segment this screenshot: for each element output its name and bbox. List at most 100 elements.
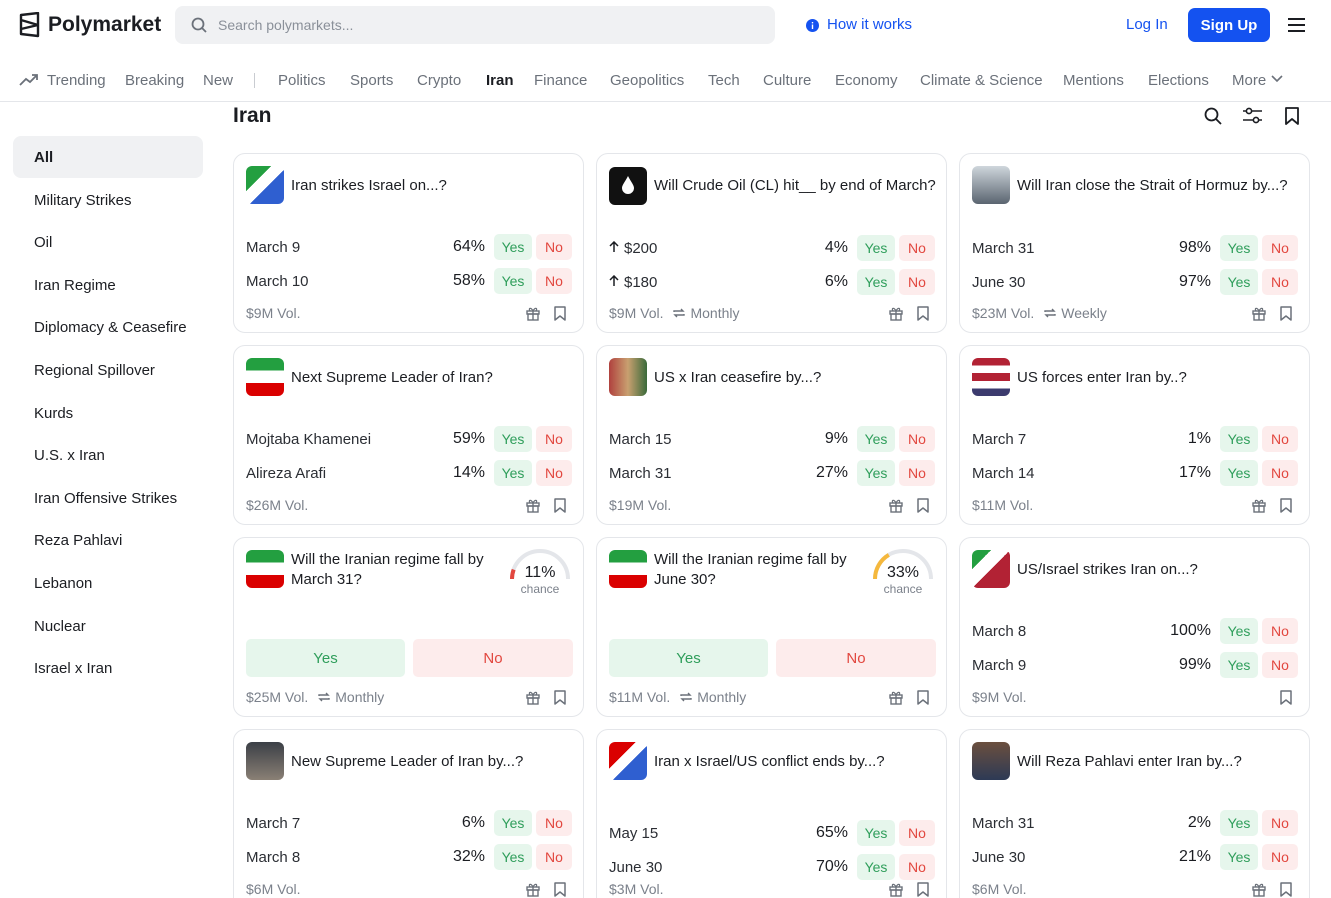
sidebar-item[interactable]: Lebanon bbox=[34, 575, 93, 592]
yes-button[interactable]: Yes bbox=[494, 426, 532, 452]
yes-button[interactable]: Yes bbox=[494, 460, 532, 486]
no-button[interactable]: No bbox=[536, 426, 572, 452]
yes-button[interactable]: Yes bbox=[857, 426, 895, 452]
no-button[interactable]: No bbox=[536, 234, 572, 260]
yes-button[interactable]: Yes bbox=[494, 234, 532, 260]
tool-bookmark[interactable] bbox=[1285, 107, 1299, 125]
nav-item[interactable]: Climate & Science bbox=[920, 72, 1043, 89]
no-button[interactable]: No bbox=[899, 235, 935, 261]
no-button[interactable]: No bbox=[1262, 269, 1298, 295]
nav-item[interactable]: Crypto bbox=[417, 72, 462, 89]
market-card[interactable]: Will the Iranian regime fall by June 30?… bbox=[596, 537, 947, 717]
login[interactable]: Log In bbox=[1126, 16, 1168, 33]
no-button[interactable]: No bbox=[536, 844, 572, 870]
no-button[interactable]: No bbox=[1262, 235, 1298, 261]
nav-item[interactable]: Economy bbox=[835, 72, 898, 89]
yes-button[interactable]: Yes bbox=[494, 844, 532, 870]
nav-item[interactable]: New bbox=[203, 72, 234, 89]
sidebar-item[interactable]: Iran Offensive Strikes bbox=[34, 489, 178, 507]
market-card[interactable]: Will Iran close the Strait of Hormuz by.… bbox=[959, 153, 1310, 333]
sidebar-item[interactable]: Military Strikes bbox=[34, 191, 132, 209]
logo[interactable]: Polymarket bbox=[48, 13, 162, 36]
nav-item[interactable]: Mentions bbox=[1063, 72, 1124, 89]
sidebar-item[interactable]: All bbox=[34, 149, 54, 166]
no-button[interactable]: No bbox=[536, 810, 572, 836]
no-button[interactable]: No bbox=[1262, 810, 1298, 836]
sidebar-item[interactable]: Oil bbox=[34, 234, 53, 252]
yes-button[interactable]: Yes bbox=[1220, 844, 1258, 870]
market-card[interactable]: New Supreme Leader of Iran by...? March 7… bbox=[233, 729, 584, 898]
yes-button[interactable]: Yes bbox=[857, 820, 895, 846]
outcome-label: March 14 bbox=[972, 465, 1035, 482]
no-button[interactable]: No bbox=[899, 854, 935, 880]
yes-button[interactable]: Yes bbox=[857, 460, 895, 486]
nav-item[interactable]: Culture bbox=[763, 72, 812, 89]
gift-icon bbox=[1252, 499, 1266, 513]
nav-item[interactable]: Iran bbox=[486, 72, 514, 89]
how-it-works[interactable]: How it works bbox=[827, 16, 913, 33]
market-card[interactable]: US forces enter Iran by..? March 7 1% Yes No… bbox=[959, 345, 1310, 525]
yes-button[interactable]: Yes bbox=[857, 235, 895, 261]
nav-item[interactable]: Trending bbox=[47, 72, 106, 89]
nav-item[interactable]: Breaking bbox=[125, 72, 185, 89]
tool-search[interactable] bbox=[1204, 107, 1222, 125]
yes-button[interactable]: Yes bbox=[246, 639, 405, 677]
market-card[interactable]: Iran strikes Israel on...? March 9 64% Yes N… bbox=[233, 153, 584, 333]
nav-item[interactable]: Finance bbox=[534, 72, 588, 89]
no-button[interactable]: No bbox=[776, 639, 936, 677]
sidebar-item[interactable]: Nuclear bbox=[34, 617, 86, 635]
yes-button[interactable]: Yes bbox=[857, 854, 895, 880]
sidebar-item[interactable]: Reza Pahlavi bbox=[34, 532, 123, 550]
sidebar-item[interactable]: U.S. x Iran bbox=[34, 447, 105, 465]
no-button[interactable]: No bbox=[1262, 460, 1298, 486]
yes-button[interactable]: Yes bbox=[1220, 618, 1258, 644]
outcome-pct: 2% bbox=[1187, 814, 1211, 831]
nav-item[interactable]: Tech bbox=[708, 72, 740, 89]
tool-filter[interactable] bbox=[1243, 107, 1262, 125]
market-card[interactable]: US x Iran ceasefire by...? March 15 9% Yes N… bbox=[596, 345, 947, 525]
yes-button[interactable]: Yes bbox=[857, 269, 895, 295]
market-card[interactable]: Will Crude Oil (CL) hit__ by end of Marc… bbox=[596, 153, 947, 333]
sidebar-item[interactable]: Kurds bbox=[34, 404, 74, 422]
signup[interactable]: Sign Up bbox=[1188, 8, 1270, 42]
nav-item[interactable]: Politics bbox=[278, 72, 326, 89]
no-button[interactable]: No bbox=[536, 460, 572, 486]
yes-button[interactable]: Yes bbox=[1220, 810, 1258, 836]
yes-button[interactable]: Yes bbox=[494, 810, 532, 836]
yes-button[interactable]: Yes bbox=[1220, 269, 1258, 295]
sidebar-item[interactable]: Diplomacy & Ceasefire bbox=[34, 319, 187, 337]
outcome-pct: 14% bbox=[452, 464, 485, 481]
no-button[interactable]: No bbox=[1262, 426, 1298, 452]
market-card[interactable]: Will Reza Pahlavi enter Iran by...? March… bbox=[959, 729, 1310, 898]
no-button[interactable]: No bbox=[413, 639, 573, 677]
no-button[interactable]: No bbox=[899, 426, 935, 452]
sidebar-item[interactable]: Iran Regime bbox=[34, 276, 116, 294]
market-card[interactable]: Iran x Israel/US conflict ends by...? May… bbox=[596, 729, 947, 898]
nav-item[interactable]: More bbox=[1232, 72, 1267, 89]
yes-button[interactable]: Yes bbox=[1220, 460, 1258, 486]
yes-button[interactable]: Yes bbox=[1220, 235, 1258, 261]
nav-item[interactable]: Geopolitics bbox=[610, 72, 685, 89]
no-button[interactable]: No bbox=[1262, 844, 1298, 870]
no-button[interactable]: No bbox=[536, 268, 572, 294]
no-button[interactable]: No bbox=[899, 820, 935, 846]
no-button[interactable]: No bbox=[899, 269, 935, 295]
yes-button[interactable]: Yes bbox=[494, 268, 532, 294]
no-button[interactable]: No bbox=[899, 460, 935, 486]
menu-icon[interactable] bbox=[1288, 18, 1305, 32]
sidebar-item[interactable]: Israel x Iran bbox=[34, 660, 113, 678]
nav-item[interactable]: Sports bbox=[350, 72, 394, 89]
market-card[interactable]: Next Supreme Leader of Iran? Mojtaba Kham… bbox=[233, 345, 584, 525]
yes-button[interactable]: Yes bbox=[1220, 426, 1258, 452]
sidebar-item[interactable]: Regional Spillover bbox=[34, 362, 155, 379]
nav-item[interactable]: Elections bbox=[1148, 72, 1209, 89]
yes-button[interactable]: Yes bbox=[609, 639, 768, 677]
yes-button[interactable]: Yes bbox=[1220, 652, 1258, 678]
card-title: Will the Iranian regime fall by March 31… bbox=[291, 551, 484, 588]
no-button[interactable]: No bbox=[1262, 618, 1298, 644]
market-card[interactable]: Will the Iranian regime fall by March 31… bbox=[233, 537, 584, 717]
search-box[interactable] bbox=[175, 6, 775, 44]
outcome-pct: 17% bbox=[1178, 464, 1211, 481]
no-button[interactable]: No bbox=[1262, 652, 1298, 678]
market-card[interactable]: US/Israel strikes Iran on...? March 8 100%… bbox=[959, 537, 1310, 717]
